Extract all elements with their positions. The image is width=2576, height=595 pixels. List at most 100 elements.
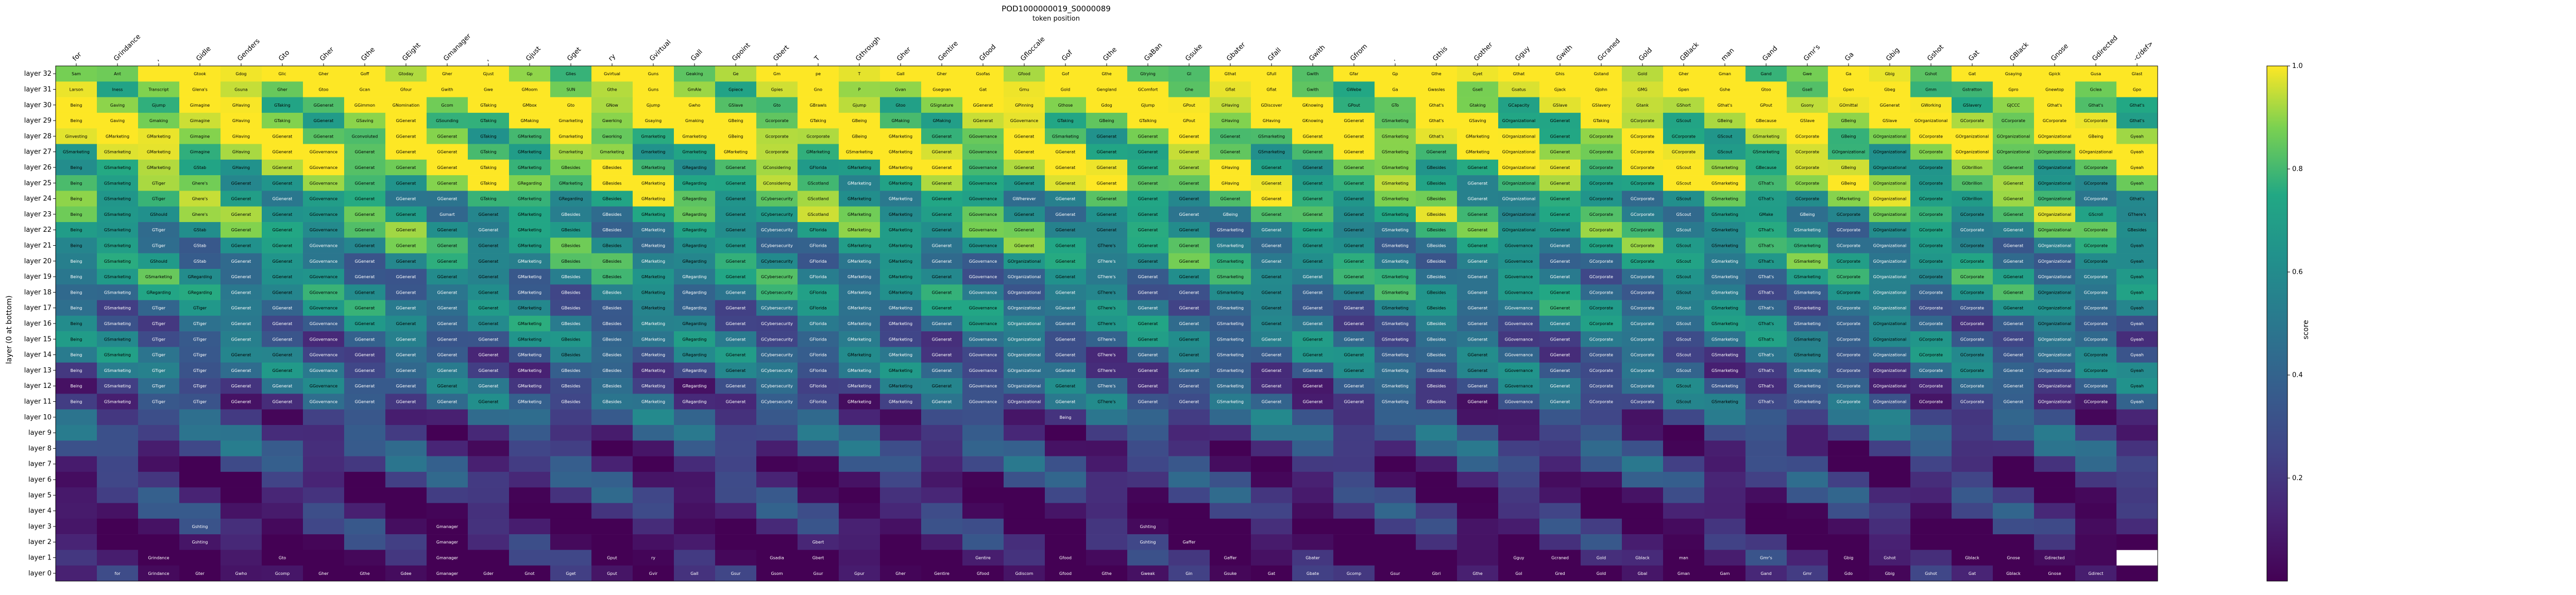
cell-label: GMarketing	[641, 337, 665, 342]
cell-label: GGenerat	[314, 103, 334, 108]
cell-label: Gaffer	[1224, 556, 1238, 560]
heatmap-cell	[591, 253, 633, 269]
heatmap-cell	[1498, 503, 1540, 519]
cell-label: GGenerat	[396, 212, 416, 217]
cell-label: GGovernance	[969, 384, 997, 388]
heatmap-cell	[179, 206, 221, 223]
cell-label: GMarketing	[889, 353, 912, 358]
heatmap-cell	[921, 440, 963, 456]
heatmap-cell	[1993, 144, 2035, 160]
cell-label: GScout	[1676, 181, 1691, 185]
heatmap-cell	[221, 222, 262, 238]
cell-label: GCorporate	[1837, 353, 1860, 358]
heatmap-cell	[798, 440, 839, 456]
heatmap-cell	[2075, 191, 2117, 207]
heatmap-cell	[1045, 518, 1087, 535]
heatmap-cell	[344, 191, 386, 207]
cell-label: GGenerat	[314, 118, 334, 123]
heatmap-cell	[385, 97, 427, 113]
cell-label: GMarketing	[641, 259, 665, 264]
heatmap-cell	[468, 222, 510, 238]
x-tick-label: Gother	[1472, 41, 1495, 63]
heatmap-cell	[1416, 144, 1458, 160]
cell-label: GPout	[1760, 103, 1772, 108]
cell-label: GOrganizational	[2038, 228, 2071, 232]
heatmap-cell	[509, 175, 551, 191]
cell-label: GRegarding	[683, 306, 707, 311]
heatmap-cell	[97, 518, 139, 535]
cell-label: GGenerat	[273, 212, 293, 217]
heatmap-cell	[385, 159, 427, 176]
heatmap-cell	[427, 81, 468, 97]
cell-label: GBesides	[561, 275, 580, 279]
cell-label: Gyeah	[2130, 181, 2144, 185]
heatmap-cell	[1745, 175, 1787, 191]
heatmap-cell	[633, 112, 674, 129]
cell-label: Transcript	[148, 87, 168, 92]
cell-label: GGenerat	[1468, 400, 1488, 404]
cell-label: Gp	[1392, 72, 1398, 76]
heatmap-cell	[1498, 222, 1540, 238]
cell-label: GMarketing	[641, 197, 665, 201]
cell-label: GGenerat	[1344, 337, 1364, 342]
cell-label: GShould	[150, 212, 167, 217]
heatmap-cell	[756, 81, 798, 97]
x-tick-label: GaBan	[1143, 42, 1164, 63]
cell-label: Ge	[733, 72, 738, 76]
cell-label: GGovernance	[969, 306, 997, 311]
heatmap-cell	[468, 550, 510, 566]
heatmap-cell	[1663, 471, 1705, 488]
heatmap-cell	[1333, 191, 1375, 207]
heatmap-cell	[591, 440, 633, 456]
cell-label: Gwith	[1307, 72, 1318, 76]
cell-label: GGenerat	[1056, 384, 1076, 388]
heatmap-cell	[1952, 409, 1993, 426]
cell-label: Gcorporate	[765, 134, 788, 139]
cell-label: GTiger	[152, 306, 166, 311]
heatmap-cell	[1045, 175, 1087, 191]
heatmap-cell	[1004, 97, 1045, 113]
heatmap-cell	[2034, 440, 2076, 456]
cell-label: GMarketing	[518, 134, 541, 139]
cell-label: GGenerat	[231, 306, 251, 311]
heatmap-cell	[1745, 159, 1787, 176]
heatmap-cell	[2034, 191, 2076, 207]
heatmap-cell	[1869, 97, 1911, 113]
cell-label: GCorporate	[1589, 290, 1613, 295]
cell-label: Gshot	[1925, 571, 1937, 576]
cell-label: Gsadia	[770, 556, 784, 560]
heatmap-cell	[633, 66, 674, 82]
cell-label: GCorporate	[1589, 384, 1613, 388]
heatmap-cell	[1168, 66, 1210, 82]
heatmap-cell	[1086, 550, 1128, 566]
heatmap-cell	[2075, 66, 2117, 82]
cell-label: GMarketing	[889, 165, 912, 170]
cell-label: GBeing	[1718, 118, 1733, 123]
heatmap-cell	[1086, 206, 1128, 223]
heatmap-cell	[427, 253, 468, 269]
cell-label: Gcomp	[1347, 571, 1361, 576]
heatmap-cell	[1375, 97, 1416, 113]
cell-label: GGenerat	[726, 212, 746, 217]
heatmap-cell	[427, 424, 468, 441]
cell-label: GCorporate	[2084, 165, 2108, 170]
heatmap-cell	[715, 222, 757, 238]
cell-label: GGenerat	[1056, 243, 1076, 248]
heatmap-cell	[1086, 159, 1128, 176]
cell-label: GOrganizational	[1008, 306, 1041, 311]
cell-label: GGenerat	[1550, 150, 1570, 155]
cell-label: GGenerat	[479, 212, 499, 217]
cell-label: Gpies	[771, 87, 783, 92]
heatmap-cell	[1251, 424, 1293, 441]
cell-label: GGenerat	[1138, 337, 1158, 342]
cell-label: GOrganizational	[1502, 150, 1535, 155]
heatmap-cell	[97, 471, 139, 488]
heatmap-cell	[1498, 456, 1540, 472]
cell-label: GBesides	[1427, 337, 1446, 342]
heatmap-cell	[468, 440, 510, 456]
cell-label: Being	[71, 321, 82, 326]
heatmap-cell	[468, 206, 510, 223]
heatmap-cell	[550, 409, 592, 426]
cell-label: GGovernance	[969, 259, 997, 264]
heatmap-cell	[962, 424, 1004, 441]
